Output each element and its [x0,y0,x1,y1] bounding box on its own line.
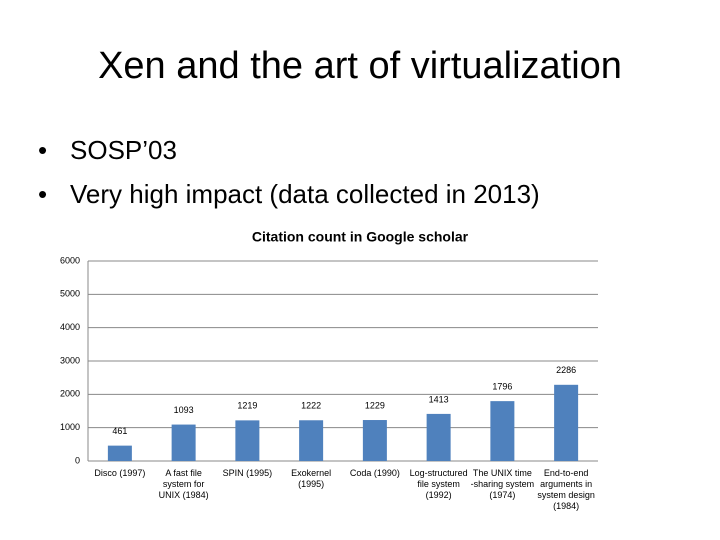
bar [554,384,579,461]
data-label: 2286 [556,365,576,375]
data-label: 1093 [174,405,194,415]
chart-title: Citation count in Google scholar [252,229,469,245]
data-label: 1229 [365,400,385,410]
data-label: 1413 [429,394,449,404]
x-tick-label: Exokernel (1995) [291,468,332,489]
x-tick-label: The UNIX time -sharing system (1974) [470,468,535,500]
data-label: 1796 [492,382,512,392]
y-tick-label: 5000 [60,289,80,299]
bar [299,420,324,461]
y-tick-label: 3000 [60,355,80,365]
x-tick-label: A fast file system for UNIX (1984) [158,468,209,500]
bullet: Very high impact (data collected in 2013… [70,179,540,209]
data-label: 1222 [301,401,321,411]
bullet-dot: • [38,179,47,209]
slide-title: Xen and the art of virtualization [98,45,622,87]
bullet: SOSP’03 [70,135,177,165]
x-tick-label: Log-structured file system (1992) [409,468,468,500]
x-tick-label: End-to-end arguments in system design (1… [537,468,595,511]
bar [490,401,515,461]
y-tick-label: 6000 [60,255,80,265]
y-tick-label: 0 [75,455,80,465]
bar [171,424,196,461]
bar [362,420,387,461]
data-label: 1219 [237,401,257,411]
bullet-dot: • [38,135,47,165]
x-tick-label: Disco (1997) [94,468,146,478]
y-tick-label: 4000 [60,322,80,332]
x-tick-label: Coda (1990) [349,468,400,478]
bar [107,445,132,461]
data-label: 461 [112,426,127,436]
bar [235,420,260,461]
bar [426,413,451,461]
y-tick-label: 2000 [60,389,80,399]
y-tick-label: 1000 [60,422,80,432]
x-tick-label: SPIN (1995) [222,468,273,478]
